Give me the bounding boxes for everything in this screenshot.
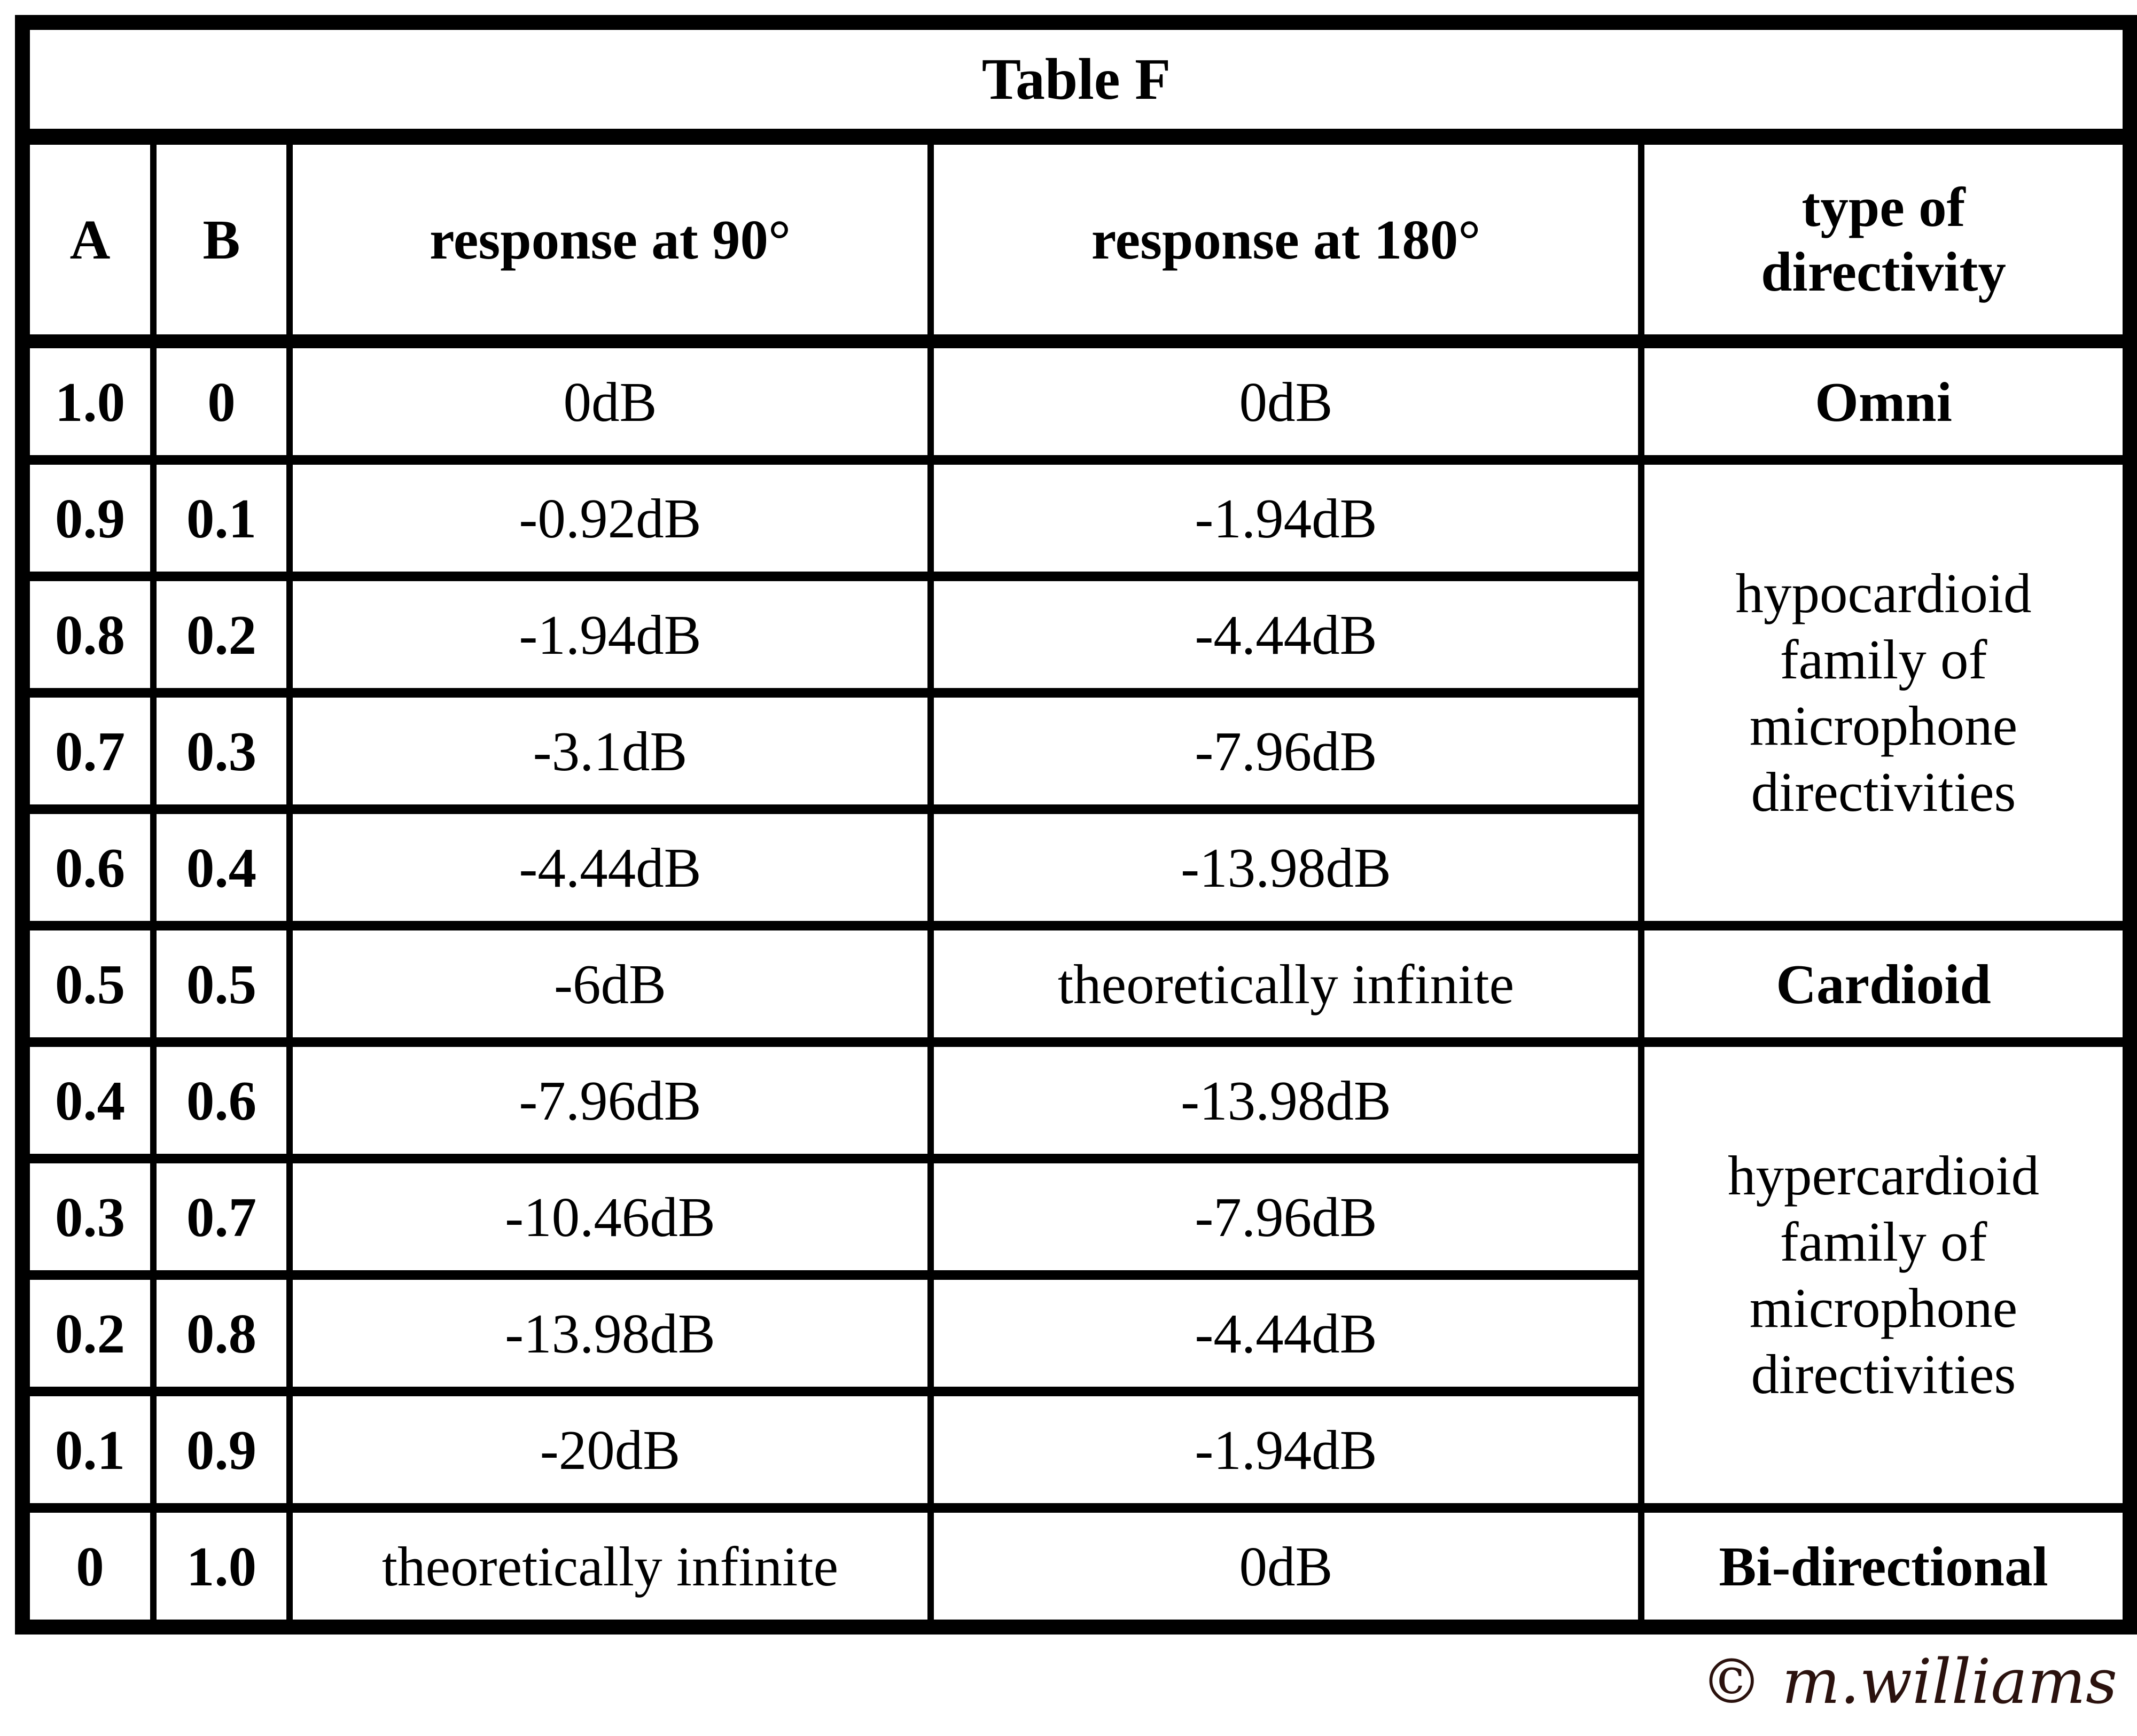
cell-directivity-cardioid: Cardioid [1637, 921, 2134, 1047]
cell-response-180: 0dB [927, 1503, 1644, 1632]
table-row: 0.7 0.3 -3.1dB -7.96dB [19, 688, 2130, 814]
cell-a: 0.4 [19, 1037, 157, 1163]
cell-response-90: -4.44dB [286, 804, 934, 930]
cell-b: 0.6 [150, 1037, 293, 1163]
col-header-response-180: response at 180° [927, 132, 1644, 348]
cell-b: 0 [150, 337, 293, 465]
col-header-directivity-label: type of directivity [1761, 175, 2006, 303]
cell-a: 0.8 [19, 572, 157, 698]
cell-response-90: theoretically infinite [286, 1503, 934, 1632]
cell-b: 0.3 [150, 688, 293, 814]
table-row: 0.9 0.1 -0.92dB -1.94dB hypocardioid fam… [19, 455, 2134, 930]
table-f: Table F A B response at 90° response at … [15, 15, 2137, 1635]
cell-response-180: theoretically infinite [927, 921, 1644, 1047]
table-row: 0 1.0 theoretically infinite 0dB Bi-dire… [19, 1503, 2134, 1632]
cell-directivity-bidirectional: Bi-directional [1637, 1503, 2134, 1632]
directivity-hypercardioid-label: hypercardioid family of microphone direc… [1727, 1144, 2040, 1405]
table-title: Table F [19, 18, 2134, 145]
cell-response-180: -13.98dB [927, 1037, 1644, 1163]
cell-a: 0.3 [19, 1154, 157, 1280]
cell-response-180: -1.94dB [927, 1387, 1644, 1513]
cell-b: 0.7 [150, 1154, 293, 1280]
cell-directivity-hypocardioid: hypocardioid family of microphone direct… [1637, 455, 2134, 930]
table-row: 0.2 0.8 -13.98dB -4.44dB [19, 1270, 2130, 1396]
cell-directivity-hypercardioid: hypercardioid family of microphone direc… [1637, 1037, 2134, 1513]
cell-a: 0.7 [19, 688, 157, 814]
table-row: 1.0 0 0dB 0dB Omni [19, 337, 2134, 465]
cell-a: 1.0 [19, 337, 157, 465]
cell-response-90: -7.96dB [286, 1037, 934, 1163]
cell-response-90: -10.46dB [286, 1154, 934, 1280]
cell-response-180: -1.94dB [927, 455, 1644, 581]
col-header-a: A [19, 132, 157, 348]
cell-response-90: -6dB [286, 921, 934, 1047]
cell-a: 0.5 [19, 921, 157, 1047]
cell-a: 0.9 [19, 455, 157, 581]
cell-response-180: -4.44dB [927, 572, 1644, 698]
cell-response-180: -7.96dB [927, 688, 1644, 814]
cell-b: 0.9 [150, 1387, 293, 1513]
table-row: 0.6 0.4 -4.44dB -13.98dB [19, 804, 2130, 930]
cell-directivity-omni: Omni [1637, 337, 2134, 465]
cell-response-90: -3.1dB [286, 688, 934, 814]
cell-b: 1.0 [150, 1503, 293, 1632]
table-row: 0.4 0.6 -7.96dB -13.98dB hypercardioid f… [19, 1037, 2134, 1513]
table-row: 0.5 0.5 -6dB theoretically infinite Card… [19, 921, 2134, 1047]
directivity-hypocardioid-label: hypocardioid family of microphone direct… [1735, 562, 2032, 823]
cell-response-180: 0dB [927, 337, 1644, 465]
cell-a: 0.2 [19, 1270, 157, 1396]
cell-response-180: -13.98dB [927, 804, 1644, 930]
cell-b: 0.8 [150, 1270, 293, 1396]
col-header-directivity: type of directivity [1637, 132, 2134, 348]
cell-b: 0.2 [150, 572, 293, 698]
copyright-text: © m.williams [1701, 1646, 2117, 1718]
table-title-row: Table F [19, 18, 2134, 145]
cell-b: 0.5 [150, 921, 293, 1047]
cell-a: 0 [19, 1503, 157, 1632]
table-row: 0.3 0.7 -10.46dB -7.96dB [19, 1154, 2130, 1280]
cell-a: 0.6 [19, 804, 157, 930]
col-header-response-90: response at 90° [286, 132, 934, 348]
cell-response-180: -4.44dB [927, 1270, 1644, 1396]
col-header-b: B [150, 132, 293, 348]
cell-response-90: -13.98dB [286, 1270, 934, 1396]
table-header-row: A B response at 90° response at 180° typ… [19, 132, 2134, 348]
cell-response-90: -0.92dB [286, 455, 934, 581]
cell-b: 0.4 [150, 804, 293, 930]
page: Table F A B response at 90° response at … [0, 15, 2137, 1736]
cell-response-90: -20dB [286, 1387, 934, 1513]
cell-response-180: -7.96dB [927, 1154, 1644, 1280]
cell-response-90: -1.94dB [286, 572, 934, 698]
table-row: 0.8 0.2 -1.94dB -4.44dB [19, 572, 2130, 698]
cell-b: 0.1 [150, 455, 293, 581]
cell-response-90: 0dB [286, 337, 934, 465]
table-row: 0.1 0.9 -20dB -1.94dB [19, 1387, 2130, 1513]
cell-a: 0.1 [19, 1387, 157, 1513]
